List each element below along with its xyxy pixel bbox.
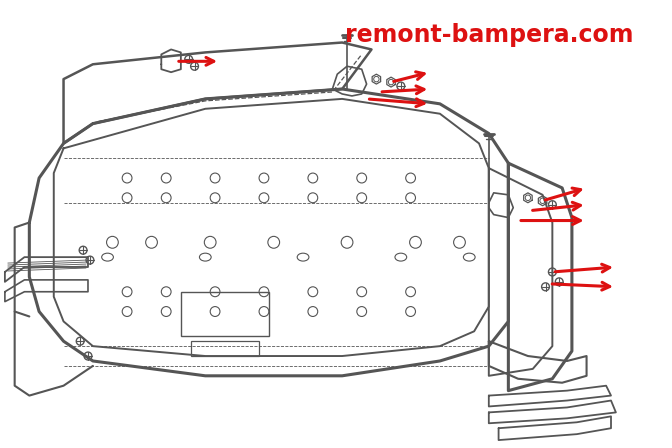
Bar — [181, 292, 269, 336]
Bar — [191, 341, 259, 356]
Text: remont-bampera.com: remont-bampera.com — [345, 23, 633, 47]
